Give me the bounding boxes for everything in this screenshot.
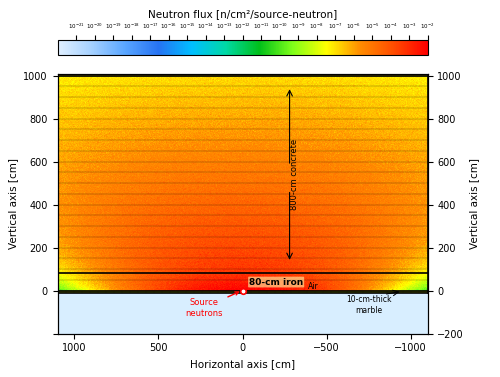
X-axis label: Horizontal axis [cm]: Horizontal axis [cm] xyxy=(190,359,295,369)
Text: Neutron flux [n/cm²/source-neutron]: Neutron flux [n/cm²/source-neutron] xyxy=(148,9,337,20)
Y-axis label: Vertical axis [cm]: Vertical axis [cm] xyxy=(470,158,480,249)
Text: 800-cm concrete: 800-cm concrete xyxy=(290,139,299,210)
Text: 10-cm-thick
marble: 10-cm-thick marble xyxy=(346,295,392,315)
Text: Source
neutrons: Source neutrons xyxy=(185,292,238,317)
Y-axis label: Vertical axis [cm]: Vertical axis [cm] xyxy=(8,158,18,249)
Text: 80-cm iron: 80-cm iron xyxy=(249,277,304,287)
Text: Air: Air xyxy=(308,282,318,291)
Bar xyxy=(58,291,428,293)
